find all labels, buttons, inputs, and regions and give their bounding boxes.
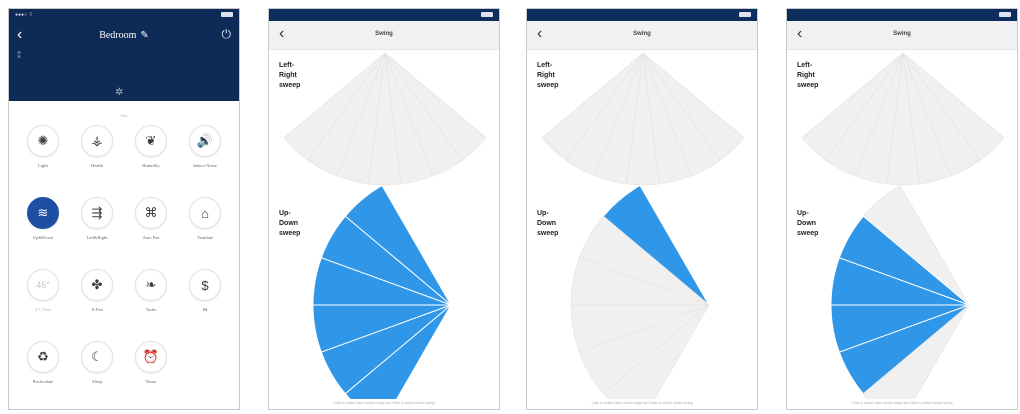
pencil-icon[interactable]: ✎ — [140, 30, 149, 41]
nav-bar: ‹ Swing — [269, 21, 499, 50]
page-title: Bedroom ✎ — [9, 30, 239, 41]
phone-screen-swing-3: ‹ Swing Left- Right sweep Up- Down sweep Click t… — [786, 8, 1018, 410]
sweep-diagram — [801, 52, 1005, 399]
status-bar — [269, 9, 499, 21]
feature-indoor-noise-button[interactable]: 🔊 Indoor Noise — [177, 125, 233, 168]
status-bar — [787, 9, 1017, 21]
power-icon[interactable]: ⏻ — [221, 27, 232, 41]
feature-light-button[interactable]: ✺ Light — [15, 125, 71, 168]
battery-icon — [999, 12, 1011, 17]
phone-screen-swing-2: ‹ Swing Left- Right sweep Up- Down sweep Click t… — [526, 8, 758, 410]
vertical-swing-icon: ≋ — [27, 197, 59, 229]
mode-indicator-icon: ⁑ — [17, 51, 21, 60]
feature-label: Humidify — [142, 163, 160, 168]
up-down-sweep-label: Up- Down sweep — [279, 210, 301, 237]
status-bar: ●●●○ ⌔ — [9, 9, 239, 21]
feature-label: Health — [91, 163, 103, 168]
feature-humidify-button[interactable]: ❦ Humidify — [123, 125, 179, 168]
feature-label: Sleep — [92, 379, 102, 384]
feature-label: Up&Down — [33, 235, 53, 240]
alarm-clock-icon: ⏰ — [135, 341, 167, 373]
temp-icon: 46° — [27, 269, 59, 301]
left-right-sweep-label: Left- Right sweep — [279, 62, 301, 89]
back-icon[interactable]: ‹ — [797, 25, 803, 42]
left-right-sweep-label: Left- Right sweep — [797, 62, 819, 89]
feature-turbo-button[interactable]: ❧ Turbo — [123, 269, 179, 312]
fan-icon: ✲ — [115, 87, 124, 98]
room-name: Bedroom — [99, 30, 137, 41]
feature-auto-fan-button[interactable]: ⌘ Auto Fan — [123, 197, 179, 240]
phone-screen-controls: ●●●○ ⌔ ‹ Bedroom ✎ ⏻ ⁑ ✲ Fan ✺ Light ⚶ Healt… — [8, 8, 240, 410]
back-icon[interactable]: ‹ — [279, 25, 285, 42]
left-right-segment[interactable] — [642, 52, 745, 161]
dollar-icon: $ — [189, 269, 221, 301]
instruction-text: Click to select Vane stroke range and Sl… — [591, 401, 693, 405]
feature-8-c-heat-button[interactable]: 46° 8°C Heat — [15, 269, 71, 312]
feature-left-right-button[interactable]: ⇶ Left&Right — [69, 197, 125, 240]
feature-label: Indoor Noise — [193, 163, 217, 168]
feature-up-down-button[interactable]: ≋ Up&Down — [15, 197, 71, 240]
speaker-icon: 🔊 — [189, 125, 221, 157]
feature-ventilate-button[interactable]: ⌂ Ventilate — [177, 197, 233, 240]
feature---button[interactable]: $ $$ — [177, 269, 233, 312]
page-title: Swing — [893, 31, 911, 37]
left-right-segment[interactable] — [384, 52, 487, 161]
sweep-diagram — [283, 52, 487, 399]
up-down-sweep-label: Up- Down sweep — [537, 210, 559, 237]
feature-label: Turbo — [145, 307, 157, 312]
fan-tile-icon: ⌘ — [135, 197, 167, 229]
moon-icon: ☾ — [81, 341, 113, 373]
bulb-icon: ✺ — [27, 125, 59, 157]
feature-health-button[interactable]: ⚶ Health — [69, 125, 125, 168]
droplet-icon: ❦ — [135, 125, 167, 157]
instruction-text: Click to select Vane stroke range and Sl… — [851, 401, 953, 405]
left-right-segment[interactable] — [902, 52, 1005, 161]
horizontal-swing-icon: ⇶ — [81, 197, 113, 229]
battery-icon — [481, 12, 493, 17]
left-right-sweep-label: Left- Right sweep — [537, 62, 559, 89]
feature-label: Ventilate — [197, 235, 213, 240]
feature-label: Recirculate — [32, 379, 54, 384]
feature-recirculate-button[interactable]: ♻ Recirculate — [15, 341, 71, 384]
status-bar — [527, 9, 757, 21]
page-title: Swing — [375, 31, 393, 37]
up-down-segment[interactable] — [862, 304, 970, 399]
feature-label: X-Fan — [91, 307, 103, 312]
fan-label: Fan — [120, 113, 128, 118]
up-down-segment[interactable] — [344, 304, 452, 399]
feature-sleep-button[interactable]: ☾ Sleep — [69, 341, 125, 384]
up-down-segment[interactable] — [602, 304, 710, 399]
up-down-sweep-label: Up- Down sweep — [797, 210, 819, 237]
battery-icon — [221, 12, 233, 17]
battery-icon — [739, 12, 751, 17]
room-header: ‹ Bedroom ✎ ⏻ ⁑ ✲ — [9, 21, 239, 101]
recycle-icon: ♻ — [27, 341, 59, 373]
xfan-icon: ✤ — [81, 269, 113, 301]
page-title: Swing — [633, 31, 651, 37]
leaf-icon: ❧ — [135, 269, 167, 301]
feature-label: Auto Fan — [142, 235, 160, 240]
back-icon[interactable]: ‹ — [537, 25, 543, 42]
house-icon: ⌂ — [189, 197, 221, 229]
feature-x-fan-button[interactable]: ✤ X-Fan — [69, 269, 125, 312]
feature-label: Timer — [145, 379, 157, 384]
feature-label: Light — [38, 163, 48, 168]
nav-bar: ‹ Swing — [787, 21, 1017, 50]
back-icon[interactable]: ‹ — [17, 26, 23, 43]
phone-screen-swing-1: ‹ Swing Left- Right sweep Up- Down sweep Click t… — [268, 8, 500, 410]
sweep-diagram — [541, 52, 745, 399]
feature-label: Left&Right — [86, 235, 108, 240]
carrier-signal: ●●●○ ⌔ — [15, 12, 34, 18]
feature-label: $$ — [202, 307, 208, 312]
feature-label: 8°C Heat — [34, 307, 52, 312]
feature-timer-button[interactable]: ⏰ Timer — [123, 341, 179, 384]
instruction-text: Click to select Vane stroke range and Sl… — [333, 401, 435, 405]
nav-bar: ‹ Swing — [527, 21, 757, 50]
pine-icon: ⚶ — [81, 125, 113, 157]
